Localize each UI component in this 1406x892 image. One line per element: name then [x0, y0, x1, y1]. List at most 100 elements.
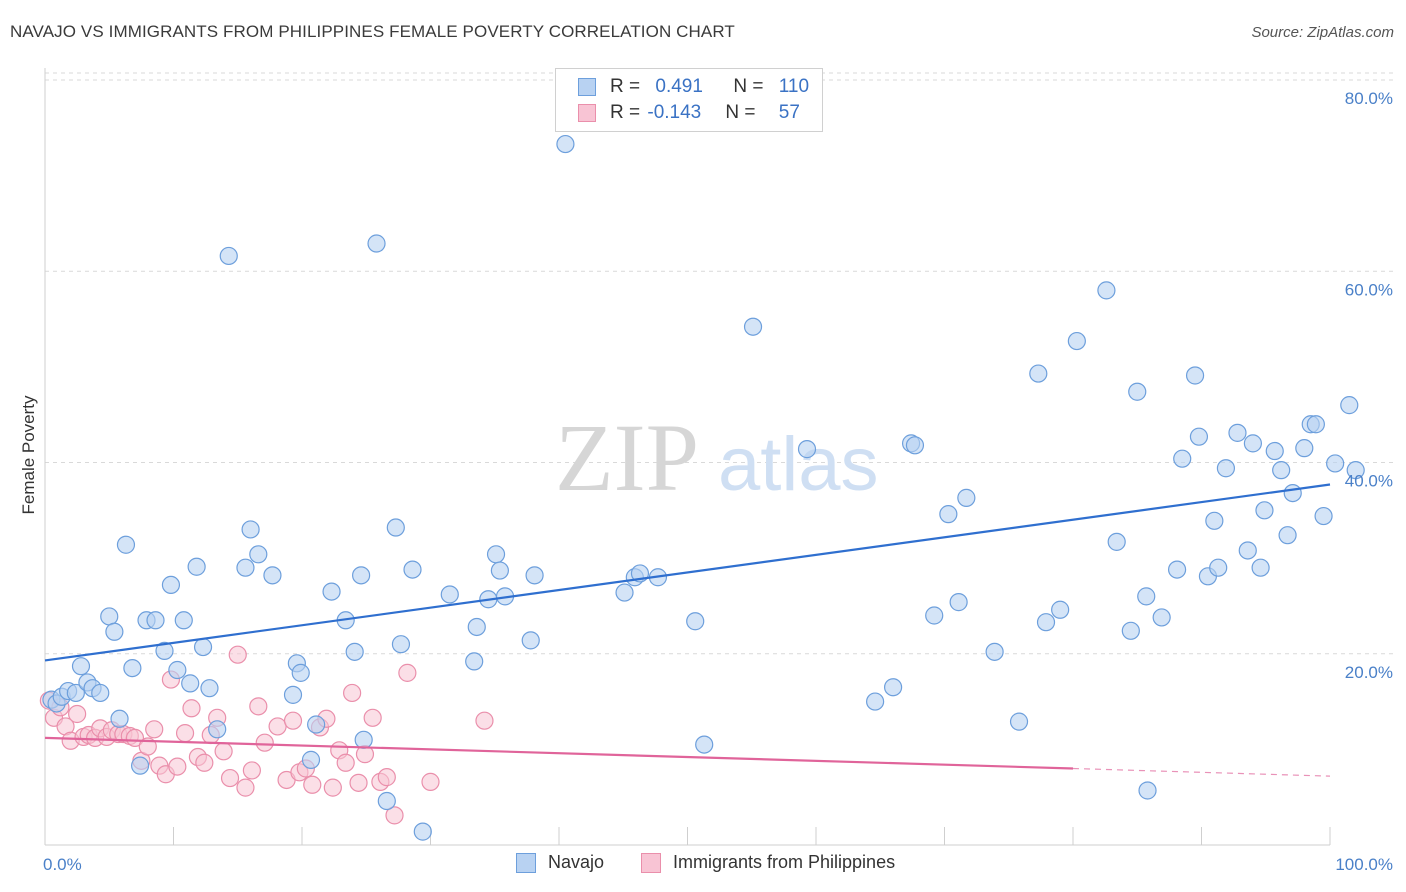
philippines-legend-swatch: [641, 852, 661, 873]
point-navajo-96: [1251, 558, 1270, 577]
point-navajo-72: [957, 488, 976, 507]
point-navajo-90: [1205, 511, 1224, 530]
point-navajo-61: [686, 612, 705, 631]
point-navajo-97: [1255, 501, 1274, 520]
point-navajo-46: [413, 822, 432, 841]
point-philippines-53: [385, 806, 404, 825]
r-label: R =: [610, 76, 646, 97]
point-navajo-73: [985, 642, 1004, 661]
point-navajo-62: [695, 735, 714, 754]
stats-row-philippines: R = -0.143 N = 57: [578, 101, 800, 125]
point-navajo-39: [352, 566, 371, 585]
point-navajo-35: [307, 715, 326, 734]
point-philippines-34: [249, 697, 268, 716]
tick-labels: 20.0% 40.0% 60.0% 80.0% 0.0% 100.0%: [43, 89, 1393, 874]
point-navajo-22: [187, 557, 206, 576]
point-navajo-11: [110, 709, 129, 728]
point-navajo-47: [440, 585, 459, 604]
point-navajo-94: [1238, 541, 1257, 560]
r-label: R =: [610, 102, 646, 123]
point-navajo-16: [146, 611, 165, 630]
trend-line-philippines-extension: [1072, 767, 1331, 777]
point-navajo-51: [486, 545, 506, 564]
legend-item-navajo[interactable]: Navajo: [516, 852, 604, 873]
point-navajo-17: [155, 641, 174, 660]
point-navajo-106: [1326, 454, 1345, 473]
point-navajo-27: [236, 558, 255, 577]
point-navajo-48: [465, 652, 484, 671]
point-navajo-93: [1228, 423, 1247, 442]
legend-item-philippines[interactable]: Immigrants from Philippines: [641, 852, 895, 873]
point-philippines-24: [182, 699, 201, 718]
point-navajo-20: [174, 611, 193, 630]
point-philippines-32: [236, 778, 255, 797]
source-label: Source: ZipAtlas.com: [1251, 24, 1394, 41]
point-philippines-15: [125, 728, 145, 748]
n-value: 57: [778, 102, 800, 123]
point-navajo-23: [193, 637, 213, 657]
series-legend: Navajo Immigrants from Philippines: [0, 852, 1406, 878]
navajo-legend-swatch: [516, 852, 536, 873]
point-navajo-84: [1152, 608, 1171, 627]
y-tick-label-20: 20.0%: [1345, 663, 1393, 682]
point-navajo-52: [490, 561, 509, 580]
point-navajo-29: [249, 545, 268, 564]
point-philippines-55: [421, 772, 440, 791]
point-navajo-71: [949, 593, 968, 612]
point-navajo-49: [467, 617, 486, 637]
trend-lines: [44, 483, 1331, 777]
point-navajo-65: [866, 692, 885, 711]
point-philippines-5: [68, 704, 87, 724]
philippines-swatch: [578, 104, 596, 122]
point-navajo-76: [1036, 613, 1056, 632]
point-navajo-100: [1278, 526, 1297, 545]
point-philippines-56: [475, 711, 494, 730]
point-navajo-85: [1167, 560, 1187, 579]
point-philippines-29: [214, 742, 233, 761]
point-navajo-43: [386, 518, 405, 537]
trend-line-philippines: [44, 736, 1074, 770]
point-navajo-79: [1097, 281, 1116, 300]
y-axis-label: Female Poverty: [19, 395, 38, 515]
point-navajo-9: [100, 607, 119, 626]
point-navajo-66: [883, 678, 903, 697]
point-navajo-45: [403, 560, 422, 579]
point-navajo-57: [615, 583, 634, 602]
point-navajo-25: [208, 720, 227, 739]
point-navajo-33: [291, 663, 310, 682]
point-philippines-44: [323, 778, 342, 797]
point-navajo-44: [391, 635, 411, 654]
point-navajo-75: [1029, 364, 1048, 383]
watermark: ZIP atlas: [555, 404, 879, 511]
point-navajo-56: [556, 134, 575, 154]
point-navajo-82: [1128, 382, 1147, 401]
x-tick-label-min: 0.0%: [43, 855, 82, 874]
point-navajo-36: [322, 582, 341, 601]
x-tick-label-max: 100.0%: [1335, 855, 1393, 874]
r-value: 0.491: [655, 76, 703, 97]
trend-line-navajo: [44, 483, 1331, 662]
n-value: 110: [778, 76, 810, 97]
point-navajo-102: [1295, 439, 1314, 458]
point-navajo-55: [525, 566, 544, 585]
point-philippines-23: [175, 724, 195, 743]
point-navajo-40: [354, 730, 373, 749]
point-navajo-108: [1346, 461, 1365, 480]
point-navajo-99: [1272, 461, 1291, 480]
point-philippines-52: [377, 768, 396, 787]
point-navajo-78: [1067, 331, 1086, 351]
point-navajo-30: [263, 566, 282, 585]
point-navajo-28: [241, 520, 260, 539]
point-navajo-38: [345, 642, 364, 661]
point-philippines-22: [168, 757, 187, 776]
point-navajo-41: [367, 234, 386, 253]
watermark-atlas: atlas: [718, 422, 879, 507]
point-navajo-91: [1209, 558, 1228, 577]
point-philippines-36: [268, 717, 287, 736]
series-immigrants-from-philippines: [39, 645, 494, 825]
point-philippines-38: [283, 711, 303, 730]
point-philippines-41: [303, 775, 322, 794]
y-tick-label-40: 40.0%: [1345, 472, 1393, 491]
point-philippines-26: [195, 753, 214, 772]
